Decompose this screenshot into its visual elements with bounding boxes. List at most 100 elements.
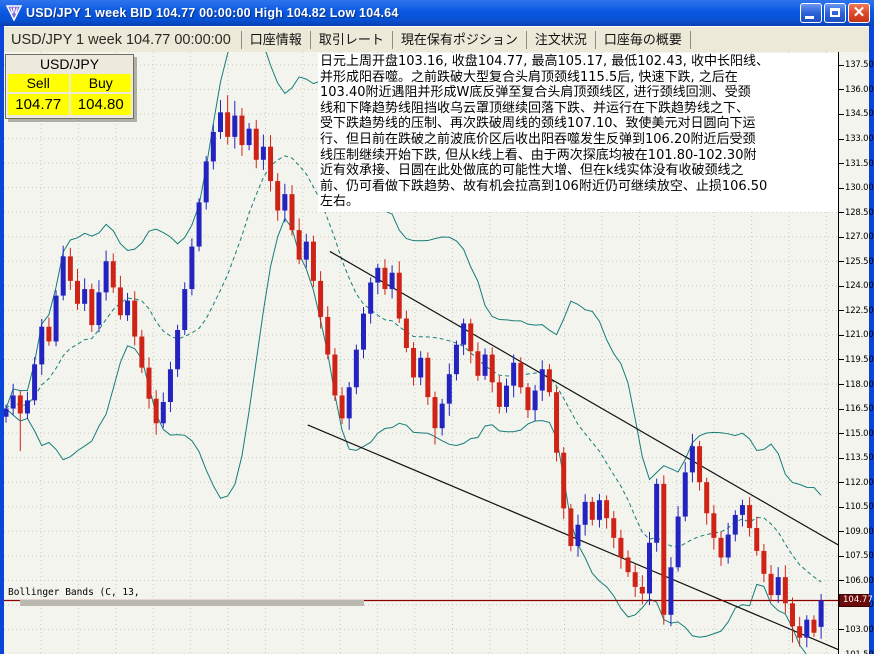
candle-body [568,508,574,547]
candle-body [639,586,645,594]
sell-price[interactable]: 104.77 [8,94,69,115]
candle-body [310,241,316,281]
note-line: 行、但日前在跌破之前波底价区后收出阳吞噬发生反弹到106.20附近后受颈 [320,131,756,147]
tab-account-info[interactable]: 口座情報 [240,30,310,49]
candle-body [268,146,274,182]
price-tick-label: 110.50 [845,502,874,513]
price-tick-mark [839,285,844,287]
buy-button[interactable]: Buy [70,74,131,92]
candle-body [661,483,667,615]
quote-panel: USD/JPY Sell Buy 104.77 104.80 [5,54,134,119]
tab-trade-rates[interactable]: 取引レート [309,30,392,49]
candle-body [160,402,166,424]
close-button[interactable]: ✕ [848,3,870,23]
bollinger-middle-band [5,155,822,583]
price-tick-mark [839,310,844,312]
candle-body [346,387,352,419]
candle-body [818,600,824,627]
candle-body [654,483,660,543]
candle-body [425,357,431,398]
tab-open-positions[interactable]: 現在保有ポジション [391,30,526,49]
candle-body [689,446,695,473]
price-tick-mark [839,359,844,361]
candle-body [60,256,66,296]
candle-body [418,357,424,378]
note-line: 受下跌趋势线的压制、再次跌破周线的颈线107.10、致使美元对日圆向下运 [320,116,756,132]
candle-body [461,323,467,345]
symbol-label: USD/JPY 1 week 104.77 00:00:00 [11,31,231,48]
candle-body [82,289,88,304]
candle-body [747,505,753,529]
price-tick-mark [839,212,844,214]
tab-bar: 口座情報 取引レート 現在保有ポジション 注文状況 口座毎の概要 [240,27,691,52]
candle-body [203,161,209,203]
candle-body [232,115,238,137]
price-tick-label: 137.50 [845,60,874,71]
candle-body [604,500,610,519]
candle-body [339,395,345,419]
candle-body [453,344,459,375]
app-icon: W [6,5,22,21]
candle-body [167,369,173,403]
candle-body [132,300,138,337]
candle-body [496,382,502,407]
indicator-underline-bar [20,600,364,606]
candle-body [382,267,388,290]
candle-body [89,289,95,326]
price-tick-mark [839,334,844,336]
tab-account-summary[interactable]: 口座毎の概要 [594,30,691,49]
candle-body [125,300,131,316]
candle-body [282,194,288,211]
window-border-left [0,26,4,654]
trendline [307,424,838,651]
note-line: 线和下降趋势线阻挡收乌云罩顶继续回落下跌、并运行在下跌趋势线之下、 [320,100,750,116]
price-tick-label: 106.00 [845,575,874,586]
maximize-button[interactable] [824,3,846,23]
candle-body [396,272,402,319]
price-tick-label: 133.00 [845,134,874,144]
close-icon: ✕ [852,4,866,21]
tab-order-status[interactable]: 注文状況 [525,30,595,49]
candle-body [239,115,245,146]
candle-body [625,557,631,573]
candle-body [546,369,552,393]
candle-body [539,369,545,391]
candle-body [618,537,624,558]
candle-body [446,374,452,404]
price-tick-label: 130.00 [845,183,874,194]
price-tick-mark [839,236,844,238]
price-tick-label: 128.50 [845,207,874,218]
candle-body [403,318,409,348]
candle-body [511,362,517,386]
price-tick-mark [839,506,844,508]
price-tick-mark [839,187,844,189]
candle-body [53,295,59,342]
note-line: 前、仍可看做下跌趋势、故有机会拉高到106附近仍可继续放空、止损106.50 [320,178,768,194]
note-line: 近有效承接、日圆在此处做底的可能性大增、但在k线实体没有收破颈线之 [320,163,744,179]
candle-body [353,349,359,388]
buy-price[interactable]: 104.80 [70,94,131,115]
minimize-button[interactable] [800,3,822,23]
candle-body [675,516,681,568]
candle-body [582,501,588,525]
sell-button[interactable]: Sell [8,74,69,92]
price-tick-label: 134.50 [845,109,874,120]
price-tick-mark [839,555,844,557]
candle-body [325,316,331,355]
price-tick-label: 116.50 [845,404,874,415]
candle-body [296,230,302,260]
candle-body [432,397,438,429]
candle-body [332,354,338,396]
note-line: 103.40附近遇阻并形成W底反弹至复合头肩顶颈线区, 进行颈线回测、受颈 [320,85,751,101]
candle-body [804,619,810,638]
chart-area[interactable]: Bollinger Bands (C, 13, USD/JPY Sell Buy… [4,52,842,654]
candle-body [260,146,266,160]
candle-body [475,351,481,376]
candle-body [218,112,223,132]
candle-body [554,392,560,453]
candle-body [175,329,181,370]
candle-body [10,395,16,409]
price-tick-label: 118.00 [845,379,874,390]
svg-text:W: W [10,7,18,16]
price-tick-label: 136.00 [845,84,874,95]
